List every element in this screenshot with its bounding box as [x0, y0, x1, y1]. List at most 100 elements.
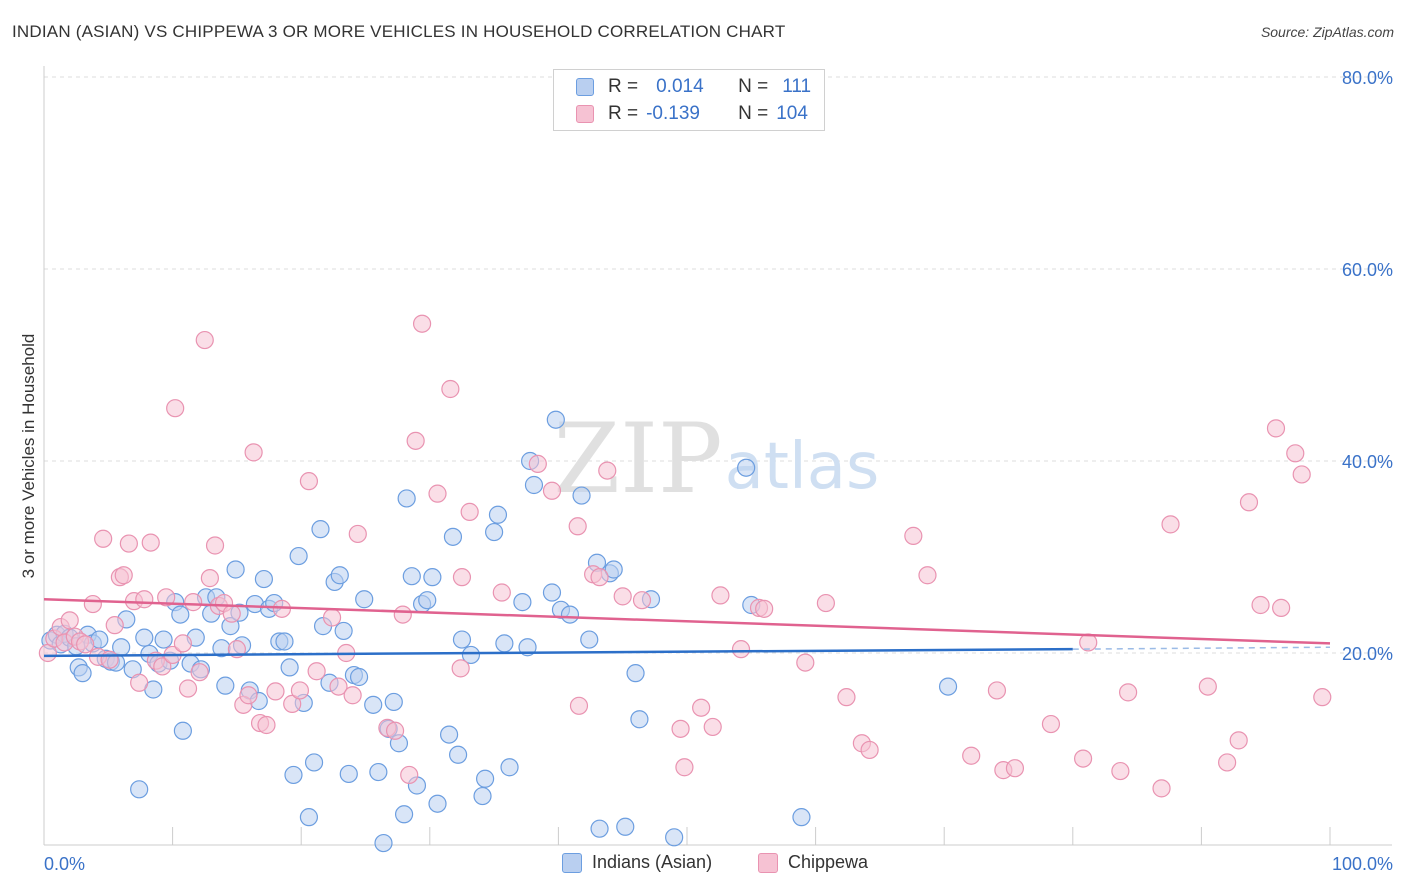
chippewa-point	[290, 681, 310, 700]
chippewa-point	[428, 484, 447, 503]
chippewa-point	[400, 765, 419, 785]
chippewa-point	[239, 686, 258, 705]
chippewa-point	[153, 657, 172, 676]
indians-asian-point	[626, 664, 645, 683]
chippewa-point	[962, 746, 981, 765]
chippewa-point	[671, 719, 690, 738]
indians-asian-point	[485, 522, 504, 542]
chippewa-point	[190, 663, 209, 682]
chippewa-point	[1313, 688, 1332, 707]
chippewa-point	[200, 569, 219, 588]
indians-asian-trend-extension	[1072, 646, 1331, 650]
indians-asian-point	[560, 605, 580, 624]
indians-asian-point	[275, 632, 294, 651]
chippewa-point	[222, 604, 241, 623]
indians-asian-point	[428, 794, 447, 813]
chippewa-point	[412, 314, 432, 333]
indians-asian-point	[495, 634, 514, 653]
legend-row-chippewa: R = -0.139 N = 104	[576, 102, 808, 126]
indians-asian-point	[334, 621, 353, 641]
indians-asian-point	[216, 676, 235, 695]
chippewa-point	[1198, 677, 1217, 696]
indians-asian-point	[443, 527, 463, 546]
indians-asian-point	[311, 520, 330, 539]
indians-asian-point	[461, 645, 481, 665]
chippewa-point	[299, 472, 319, 491]
indians-asian-point	[254, 569, 274, 589]
indians-asian-point	[154, 630, 173, 649]
chippewa-point	[60, 611, 79, 630]
correlation-legend: R = 0.014 N = 111 R = -0.139 N = 104	[553, 69, 825, 131]
chippewa-point	[441, 379, 460, 399]
chippewa-point	[329, 677, 348, 696]
chippewa-point	[452, 568, 472, 587]
x-tick-label: 0.0%	[44, 854, 85, 874]
chippewa-point	[184, 593, 203, 612]
legend-r-label: R =	[608, 103, 639, 124]
chippewa-point	[130, 673, 149, 692]
indians-asian-point	[448, 745, 468, 764]
legend-r-value: -0.139	[646, 103, 700, 124]
chippewa-point	[568, 517, 587, 536]
legend-n-label: N =	[738, 76, 769, 97]
chippewa-point	[755, 599, 774, 618]
indians-asian-point	[604, 560, 623, 579]
indians-asian-point	[330, 566, 349, 585]
chippewa-point	[385, 721, 405, 740]
chippewa-point	[178, 679, 198, 698]
chippewa-point	[406, 431, 425, 450]
indians-asian-point	[374, 833, 393, 853]
bottom-legend-swatch-blue	[562, 852, 582, 873]
indians-asian-point	[226, 560, 245, 579]
chippewa-point	[348, 524, 367, 544]
chippewa-point	[1041, 714, 1061, 734]
indians-asian-point	[135, 628, 154, 647]
chippewa-point	[1005, 759, 1025, 778]
chippewa-trend-line	[43, 597, 1331, 645]
indians-asian-point	[284, 765, 303, 785]
y-tick-label: 40.0%	[1342, 452, 1393, 472]
chippewa-point	[1111, 761, 1130, 781]
chippewa-point	[598, 461, 617, 480]
legend-swatch-pink	[576, 105, 594, 123]
indians-asian-point	[355, 590, 374, 609]
legend-n-value: 104	[776, 103, 808, 124]
chippewa-point	[1152, 779, 1171, 798]
chippewa-point	[244, 443, 263, 462]
chippewa-point	[590, 568, 609, 587]
chippewa-point	[1266, 419, 1286, 438]
chippewa-point	[460, 502, 479, 521]
y-tick-label: 20.0%	[1342, 644, 1393, 664]
indians-asian-point	[546, 410, 565, 429]
chippewa-point	[195, 330, 214, 350]
chippewa-point	[492, 583, 511, 602]
legend-r-value: 0.014	[656, 76, 704, 97]
indians-asian-point	[439, 725, 459, 744]
indians-asian-point	[73, 664, 92, 683]
indians-asian-point	[938, 677, 958, 696]
y-tick-label: 80.0%	[1342, 68, 1393, 88]
chippewa-point	[105, 616, 124, 635]
indians-asian-trend-line	[43, 647, 1073, 658]
bottom-legend-swatch-pink	[758, 852, 778, 873]
legend-swatch-blue	[576, 78, 594, 96]
indians-asian-point	[394, 805, 414, 824]
chippewa-point	[569, 696, 589, 715]
chippewa-point	[816, 593, 835, 613]
legend-n-label: N =	[738, 103, 769, 124]
indians-asian-point	[384, 692, 403, 712]
grid-lines	[44, 76, 1392, 654]
chippewa-point	[307, 662, 326, 681]
chippewa-point	[1239, 493, 1259, 512]
chippewa-point	[119, 534, 138, 553]
chippewa-point	[692, 698, 711, 717]
series-chippewa	[38, 314, 1332, 798]
chippewa-point	[343, 686, 362, 705]
indians-asian-point	[580, 630, 599, 649]
chippewa-point	[166, 399, 185, 418]
chippewa-point	[675, 758, 694, 777]
chippewa-point	[157, 588, 176, 607]
axes	[43, 66, 1392, 846]
watermark: ZIP atlas	[553, 403, 879, 515]
